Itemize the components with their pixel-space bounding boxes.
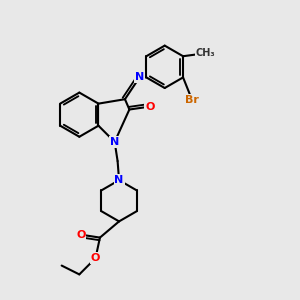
- Text: N: N: [110, 137, 119, 147]
- Text: O: O: [145, 102, 155, 112]
- Text: N: N: [135, 72, 144, 82]
- Text: O: O: [76, 230, 86, 240]
- Text: Br: Br: [185, 94, 199, 104]
- Text: N: N: [114, 175, 124, 185]
- Text: O: O: [91, 253, 100, 263]
- Text: CH₃: CH₃: [195, 48, 215, 58]
